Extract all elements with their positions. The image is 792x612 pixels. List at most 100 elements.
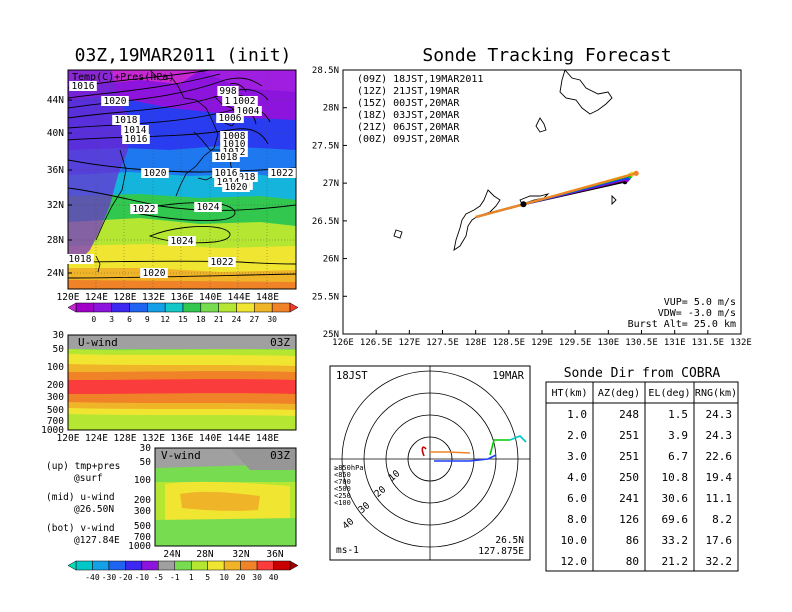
track-y-tick: 25.5N: [312, 292, 339, 302]
wind-colorbar-tick: -40: [85, 573, 100, 582]
v-wind-y-tick: 1000: [128, 541, 151, 552]
track-legend-entry: (15Z) 00JST,20MAR: [357, 98, 460, 109]
track-x-tick: 131.5E: [692, 338, 725, 348]
v-wind-label: V-wind: [161, 449, 201, 462]
table-cell: 33.2: [662, 534, 689, 547]
wind-colorbar-cell: [92, 560, 110, 571]
isobar-label: 1006: [216, 113, 244, 124]
left-title: 03Z,19MAR2011 (init): [75, 45, 292, 66]
u-wind-label: U-wind: [78, 336, 118, 349]
v-wind-y-tick: 100: [134, 475, 151, 486]
hodo-legend-entry: <850: [334, 471, 351, 479]
isobar-label: 1016: [212, 168, 240, 179]
table-cell: 10.0: [561, 534, 588, 547]
table-cell: 19.4: [706, 471, 733, 484]
temp-colorbar-cell: [254, 302, 273, 313]
v-wind-x-tick: 36N: [266, 549, 283, 560]
u-wind-y-tick: 700: [47, 416, 64, 427]
wind-colorbar-cell: [141, 560, 159, 571]
u-wind-time: 03Z: [270, 336, 290, 349]
map-x-tick: 132E: [142, 292, 165, 303]
table-cell: 4.0: [567, 471, 587, 484]
map-x-tick: 120E: [57, 292, 80, 303]
wind-colorbar-cell: [158, 560, 176, 571]
temp-colorbar-tick: 6: [127, 315, 132, 324]
wind-colorbar-cell: [273, 560, 291, 571]
wind-colorbar-tick: 30: [252, 573, 262, 582]
wind-colorbar-tick: -1: [170, 573, 180, 582]
panel-notes: (up) tmp+pres @surf (mid) u-wind @26.50N…: [46, 461, 120, 546]
wind-colorbar-tick: -10: [135, 573, 150, 582]
sonde-dir-table: HT(km) AZ(deg) EL(deg) RNG(km) 1.0 248 1.5 24.3…: [545, 381, 739, 572]
info-vup: VUP= 5.0 m/s: [664, 297, 736, 308]
track-x-ticks: 126E 126.5E 127E 127.5E 128E 128.5E 129E 129.5E…: [332, 330, 752, 348]
v-wind-y-tick: 500: [134, 521, 151, 532]
table-cell: 22.6: [706, 450, 733, 463]
track-y-tick: 25N: [323, 330, 339, 340]
temp-colorbar-tick: 27: [250, 315, 260, 324]
ryukyu-coastline: [393, 70, 617, 251]
map-label: Temp(C)+Pres(hPa): [72, 72, 174, 83]
isobar-label-text: 1016: [72, 81, 95, 92]
temp-colorbar-tick: 24: [232, 315, 242, 324]
note-mid-2: @26.50N: [74, 504, 114, 515]
temp-colorbar-cell: [111, 302, 130, 313]
u-wind-x-tick: 132E: [142, 433, 165, 444]
isobar-label-text: 1018: [215, 152, 238, 163]
isobar-label-text: 1002: [233, 96, 256, 107]
note-up-2: @surf: [74, 473, 103, 484]
table-cell: 32.2: [706, 555, 733, 568]
track-y-tick: 26N: [323, 255, 339, 265]
table-cell: 11.1: [706, 492, 733, 505]
isobar-label: 1022: [208, 257, 236, 268]
temp-colorbar-cell: [236, 302, 255, 313]
wind-colorbar-cell: [207, 560, 225, 571]
isobar-label: 1020: [222, 182, 250, 193]
table-cell: 250: [619, 471, 639, 484]
wind-colorbar-tick: 20: [236, 573, 246, 582]
track-legend: (09Z) 18JST,19MAR2011(12Z) 21JST,19MAR(1…: [357, 74, 483, 145]
temp-colorbar-cell: [147, 302, 166, 313]
wind-colorbar-arrow-left: [67, 560, 77, 571]
table-cell: 12.0: [561, 555, 588, 568]
isobar-label-text: 1016: [125, 134, 148, 145]
temp-colorbar-cell: [93, 302, 112, 313]
right-title: Sonde Tracking Forecast: [422, 45, 671, 66]
u-wind-x-ticks: 120E 124E 128E 132E 136E 140E 144E 148E: [57, 433, 280, 444]
hodo-legend-entry: <700: [334, 478, 351, 486]
table-header-cell: EL(deg): [648, 388, 690, 399]
isobar-label: 1020: [101, 96, 129, 107]
v-wind-x-tick: 32N: [232, 549, 249, 560]
hodo-legend-entry: <250: [334, 492, 351, 500]
u-wind-panel: [67, 334, 297, 431]
table-cell: 3.0: [567, 450, 587, 463]
v-wind-y-tick: 700: [134, 532, 151, 543]
temp-colorbar-cell: [75, 302, 95, 313]
track-x-tick: 131E: [664, 338, 686, 348]
note-bot: (bot) v-wind: [46, 523, 115, 534]
note-bot-2: @127.84E: [74, 535, 120, 546]
track-y-tick: 26.5N: [312, 217, 339, 227]
track-x-tick: 132E: [730, 338, 752, 348]
isobar-label-text: 1014: [124, 125, 147, 136]
wind-colorbar-tick: 5: [205, 573, 210, 582]
table-row: 4.0 250 10.8 19.4: [567, 471, 732, 484]
isobar-label: 1024: [194, 202, 222, 213]
table-cell: 126: [619, 513, 639, 526]
temp-colorbar-arrow-right: [289, 302, 299, 313]
table-cell: 251: [619, 429, 639, 442]
temp-colorbar-tick: 12: [160, 315, 170, 324]
isobar-label: 1018: [66, 254, 94, 265]
track-legend-entry: (18Z) 03JST,20MAR: [357, 110, 460, 121]
isobar-label-text: 1018: [115, 115, 138, 126]
table-cell: 80: [626, 555, 639, 568]
isobar-label: 1004: [234, 106, 262, 117]
u-wind-y-tick: 100: [47, 362, 64, 373]
temp-colorbar-tick: 9: [145, 315, 150, 324]
table-cell: 3.9: [668, 429, 688, 442]
isobar-label: 1018: [112, 115, 140, 126]
u-wind-x-tick: 120E: [57, 433, 80, 444]
track-legend-entry: (21Z) 06JST,20MAR: [357, 122, 460, 133]
hodo-legend-entry: <100: [334, 499, 351, 507]
